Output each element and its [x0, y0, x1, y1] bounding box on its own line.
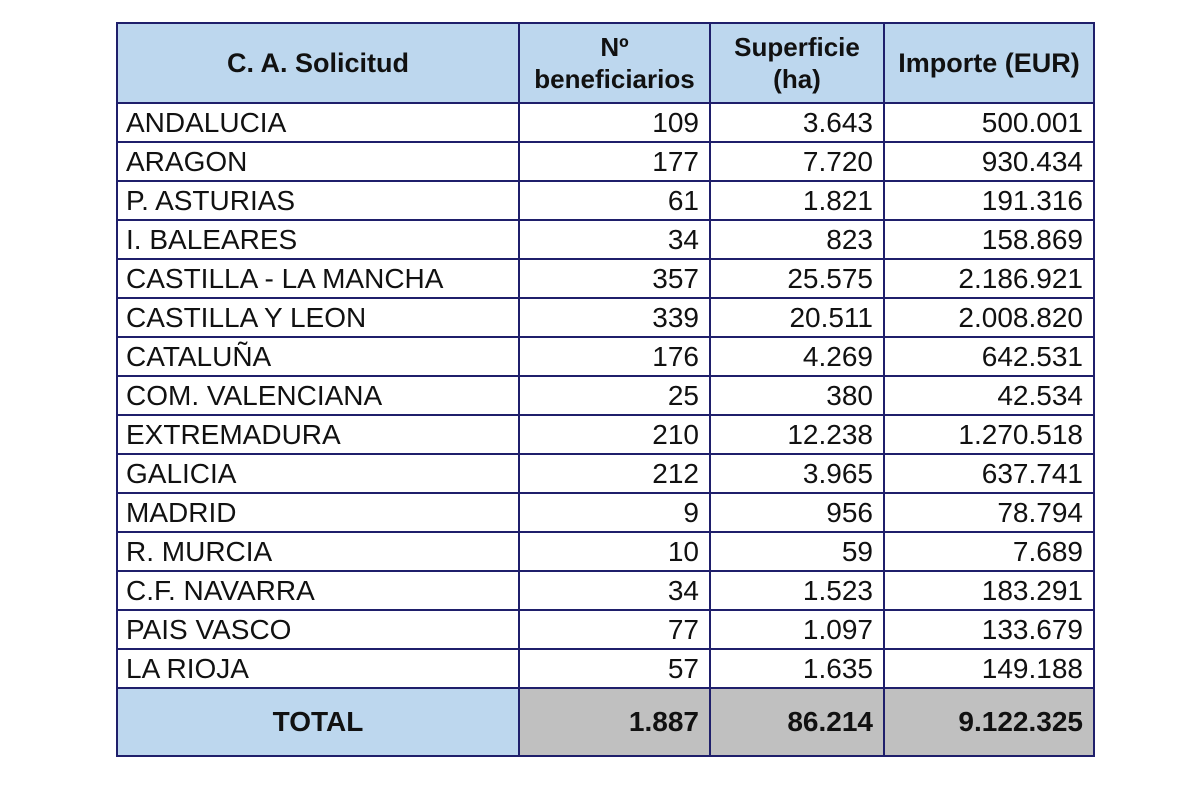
- cell-beneficiarios: 176: [518, 336, 711, 377]
- table-row: CASTILLA Y LEON 339 20.511 2.008.820: [116, 297, 1095, 338]
- table-row: ANDALUCIA 109 3.643 500.001: [116, 102, 1095, 143]
- table-body: ANDALUCIA 109 3.643 500.001 ARAGON 177 7.720 9…: [116, 102, 1095, 689]
- cell-beneficiarios: 212: [518, 453, 711, 494]
- cell-superficie: 1.821: [709, 180, 885, 221]
- cell-importe: 191.316: [883, 180, 1095, 221]
- cell-region: GALICIA: [116, 453, 520, 494]
- cell-beneficiarios: 9: [518, 492, 711, 533]
- cell-superficie: 3.965: [709, 453, 885, 494]
- cell-superficie: 4.269: [709, 336, 885, 377]
- table-row: I. BALEARES 34 823 158.869: [116, 219, 1095, 260]
- table-footer: TOTAL 1.887 86.214 9.122.325: [116, 687, 1095, 757]
- cell-region: MADRID: [116, 492, 520, 533]
- cell-region: R. MURCIA: [116, 531, 520, 572]
- cell-importe: 183.291: [883, 570, 1095, 611]
- cell-region: EXTREMADURA: [116, 414, 520, 455]
- table-row: LA RIOJA 57 1.635 149.188: [116, 648, 1095, 689]
- cell-importe: 500.001: [883, 102, 1095, 143]
- header-beneficiarios-line2: beneficiarios: [534, 64, 695, 94]
- cell-region: LA RIOJA: [116, 648, 520, 689]
- cell-beneficiarios: 34: [518, 219, 711, 260]
- table-row: CASTILLA - LA MANCHA 357 25.575 2.186.921: [116, 258, 1095, 299]
- cell-importe: 2.008.820: [883, 297, 1095, 338]
- cell-importe: 1.270.518: [883, 414, 1095, 455]
- cell-beneficiarios: 61: [518, 180, 711, 221]
- total-row: TOTAL 1.887 86.214 9.122.325: [116, 687, 1095, 757]
- table-row: GALICIA 212 3.965 637.741: [116, 453, 1095, 494]
- cell-region: CATALUÑA: [116, 336, 520, 377]
- table-row: ARAGON 177 7.720 930.434: [116, 141, 1095, 182]
- cell-region: ANDALUCIA: [116, 102, 520, 143]
- cell-beneficiarios: 34: [518, 570, 711, 611]
- cell-importe: 930.434: [883, 141, 1095, 182]
- cell-superficie: 823: [709, 219, 885, 260]
- total-beneficiarios: 1.887: [518, 687, 711, 757]
- cell-superficie: 1.523: [709, 570, 885, 611]
- cell-importe: 637.741: [883, 453, 1095, 494]
- header-superficie-line1: Superficie: [734, 32, 860, 62]
- table-row: R. MURCIA 10 59 7.689: [116, 531, 1095, 572]
- cell-region: CASTILLA - LA MANCHA: [116, 258, 520, 299]
- header-superficie-line2: (ha): [773, 64, 821, 94]
- cell-importe: 133.679: [883, 609, 1095, 650]
- cell-superficie: 1.635: [709, 648, 885, 689]
- cell-region: COM. VALENCIANA: [116, 375, 520, 416]
- cell-importe: 78.794: [883, 492, 1095, 533]
- cell-beneficiarios: 10: [518, 531, 711, 572]
- cell-superficie: 25.575: [709, 258, 885, 299]
- table-header: C. A. Solicitud Nº beneficiarios Superfic…: [116, 22, 1095, 104]
- cell-importe: 42.534: [883, 375, 1095, 416]
- cell-superficie: 3.643: [709, 102, 885, 143]
- cell-beneficiarios: 77: [518, 609, 711, 650]
- cell-superficie: 380: [709, 375, 885, 416]
- header-region: C. A. Solicitud: [116, 22, 520, 104]
- table-row: PAIS VASCO 77 1.097 133.679: [116, 609, 1095, 650]
- cell-beneficiarios: 109: [518, 102, 711, 143]
- table-row: CATALUÑA 176 4.269 642.531: [116, 336, 1095, 377]
- cell-beneficiarios: 177: [518, 141, 711, 182]
- header-importe: Importe (EUR): [883, 22, 1095, 104]
- cell-superficie: 1.097: [709, 609, 885, 650]
- header-row: C. A. Solicitud Nº beneficiarios Superfic…: [116, 22, 1095, 104]
- cell-region: CASTILLA Y LEON: [116, 297, 520, 338]
- total-importe: 9.122.325: [883, 687, 1095, 757]
- total-superficie: 86.214: [709, 687, 885, 757]
- cell-region: I. BALEARES: [116, 219, 520, 260]
- data-table: C. A. Solicitud Nº beneficiarios Superfic…: [116, 22, 1095, 757]
- cell-superficie: 12.238: [709, 414, 885, 455]
- header-superficie: Superficie (ha): [709, 22, 885, 104]
- header-beneficiarios-line1: Nº: [600, 32, 629, 62]
- table-row: COM. VALENCIANA 25 380 42.534: [116, 375, 1095, 416]
- cell-importe: 7.689: [883, 531, 1095, 572]
- cell-beneficiarios: 25: [518, 375, 711, 416]
- cell-superficie: 59: [709, 531, 885, 572]
- cell-beneficiarios: 210: [518, 414, 711, 455]
- table-row: MADRID 9 956 78.794: [116, 492, 1095, 533]
- cell-importe: 642.531: [883, 336, 1095, 377]
- cell-superficie: 7.720: [709, 141, 885, 182]
- header-beneficiarios: Nº beneficiarios: [518, 22, 711, 104]
- cell-importe: 2.186.921: [883, 258, 1095, 299]
- cell-region: C.F. NAVARRA: [116, 570, 520, 611]
- table-row: P. ASTURIAS 61 1.821 191.316: [116, 180, 1095, 221]
- cell-beneficiarios: 57: [518, 648, 711, 689]
- cell-beneficiarios: 339: [518, 297, 711, 338]
- cell-superficie: 20.511: [709, 297, 885, 338]
- total-label: TOTAL: [116, 687, 520, 757]
- table-row: C.F. NAVARRA 34 1.523 183.291: [116, 570, 1095, 611]
- cell-beneficiarios: 357: [518, 258, 711, 299]
- cell-region: P. ASTURIAS: [116, 180, 520, 221]
- cell-region: PAIS VASCO: [116, 609, 520, 650]
- cell-importe: 149.188: [883, 648, 1095, 689]
- table-row: EXTREMADURA 210 12.238 1.270.518: [116, 414, 1095, 455]
- cell-region: ARAGON: [116, 141, 520, 182]
- cell-importe: 158.869: [883, 219, 1095, 260]
- cell-superficie: 956: [709, 492, 885, 533]
